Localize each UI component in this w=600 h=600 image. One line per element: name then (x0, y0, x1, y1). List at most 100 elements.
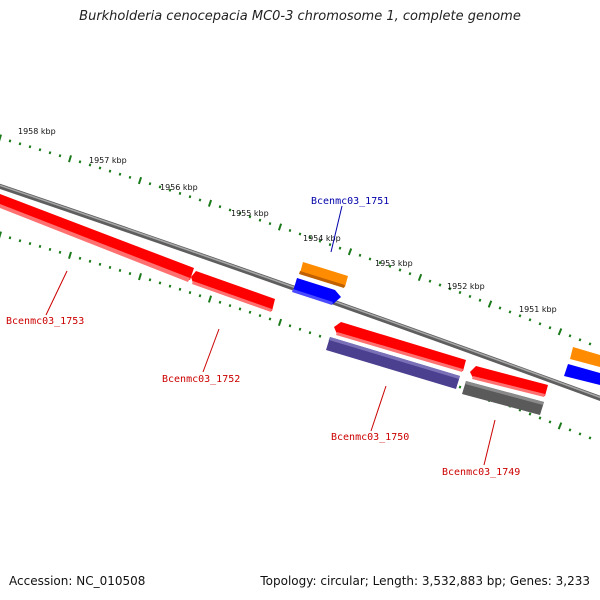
callout-line-1749 (483, 419, 496, 466)
genome-summary-text: Topology: circular; Length: 3,532,883 bp… (260, 574, 590, 588)
callout-line-1750 (370, 385, 387, 432)
lower-scale-minor-tick (108, 265, 112, 270)
upper-scale-minor-tick (388, 264, 392, 268)
upper-scale-minor-tick (478, 298, 482, 302)
upper-scale-minor-tick (188, 195, 192, 199)
lower-scale-minor-tick (218, 300, 222, 304)
upper-scale-minor-tick (248, 215, 252, 219)
lower-scale-minor-tick (18, 239, 22, 243)
callout-line-1753 (45, 270, 68, 316)
upper-scale-major-tick (68, 155, 72, 163)
scale-labels: 1958 kbp 1957 kbp 1956 kbp 1955 kbp 1954… (18, 127, 557, 314)
upper-scale-minor-tick (88, 163, 92, 167)
upper-scale-minor-tick (238, 211, 242, 215)
upper-scale-minor-tick (178, 191, 182, 196)
gene-label-1752[interactable]: Bcenmc03_1752 (162, 374, 240, 385)
upper-scale-minor-tick (168, 188, 172, 192)
upper-scale-minor-tick (438, 283, 442, 287)
upper-scale-minor-tick (108, 169, 112, 173)
upper-scale-minor-tick (78, 160, 82, 164)
callout-line-1751 (330, 205, 343, 253)
lower-scale-minor-tick (288, 324, 292, 328)
upper-scale-minor-tick (38, 148, 42, 152)
scale-label-1956: 1956 kbp (160, 183, 198, 192)
scale-ticks-upper (0, 134, 592, 346)
upper-scale-minor-tick (258, 218, 262, 222)
upper-scale-major-tick (487, 300, 493, 308)
upper-scale-major-tick (347, 248, 353, 256)
accession-text: Accession: NC_010508 (9, 574, 146, 588)
upper-scale-minor-tick (228, 208, 232, 212)
lower-scale-minor-tick (528, 412, 532, 416)
upper-scale-minor-tick (508, 310, 512, 314)
lower-scale-minor-tick (308, 331, 312, 335)
gene-1752[interactable] (191, 271, 275, 312)
lower-scale-minor-tick (198, 294, 202, 298)
upper-scale-minor-tick (568, 334, 572, 338)
lower-scale-minor-tick (578, 432, 582, 436)
scale-label-1953: 1953 kbp (375, 259, 413, 268)
lower-scale-minor-tick (98, 262, 102, 266)
upper-scale-minor-tick (148, 182, 152, 186)
lower-scale-major-tick (68, 251, 72, 259)
gene-1753[interactable] (0, 194, 194, 282)
gene-label-1751[interactable]: Bcenmc03_1751 (311, 196, 389, 207)
gene-1750-red[interactable] (334, 322, 466, 372)
gene-label-1750[interactable]: Bcenmc03_1750 (331, 432, 409, 443)
lower-scale-minor-tick (58, 250, 62, 254)
upper-scale-minor-tick (448, 287, 452, 291)
gene-1751[interactable] (292, 278, 341, 305)
scale-label-1955: 1955 kbp (231, 209, 269, 218)
upper-scale-minor-tick (198, 198, 202, 202)
upper-scale-minor-tick (328, 243, 332, 247)
upper-scale-minor-tick (308, 235, 312, 240)
upper-scale-minor-tick (338, 246, 342, 250)
lower-scale-minor-tick (268, 317, 272, 321)
gene-1749-red[interactable] (470, 366, 548, 397)
lower-scale-minor-tick (168, 284, 172, 288)
lower-scale-minor-tick (588, 436, 592, 440)
lower-scale-minor-tick (248, 310, 252, 314)
upper-scale-minor-tick (378, 261, 382, 265)
upper-scale-minor-tick (538, 322, 542, 326)
upper-scale-minor-tick (218, 205, 222, 209)
lower-scale-minor-tick (118, 268, 122, 273)
lower-scale-minor-tick (238, 307, 242, 311)
upper-scale-minor-tick (18, 142, 22, 146)
gene-1749[interactable] (462, 381, 544, 415)
gene-label-1749[interactable]: Bcenmc03_1749 (442, 467, 520, 478)
upper-scale-minor-tick (298, 232, 302, 236)
lower-scale-minor-tick (128, 271, 132, 276)
gene-label-1753[interactable]: Bcenmc03_1753 (6, 316, 84, 327)
scale-label-1951: 1951 kbp (519, 305, 557, 314)
lower-scale-major-tick (557, 422, 563, 430)
upper-scale-major-tick (557, 328, 563, 336)
gene-edge-orange[interactable] (570, 347, 600, 367)
scale-label-1958: 1958 kbp (18, 127, 56, 136)
gene-edge-blue[interactable] (564, 364, 600, 385)
upper-scale-minor-tick (578, 338, 582, 342)
scale-ticks-lower (0, 231, 592, 440)
callout-line-1752 (202, 328, 220, 373)
scale-label-1957: 1957 kbp (89, 156, 127, 165)
upper-scale-minor-tick (118, 172, 122, 176)
lower-scale-minor-tick (78, 256, 82, 260)
lower-scale-minor-tick (28, 241, 32, 246)
gene-1750[interactable] (326, 337, 460, 389)
upper-scale-major-tick (0, 134, 2, 142)
upper-scale-minor-tick (48, 151, 52, 155)
upper-scale-minor-tick (548, 326, 552, 330)
upper-scale-minor-tick (28, 145, 32, 149)
upper-scale-minor-tick (428, 279, 432, 283)
upper-scale-minor-tick (318, 239, 322, 243)
upper-scale-minor-tick (498, 306, 502, 310)
upper-scale-minor-tick (268, 222, 272, 226)
upper-scale-major-tick (137, 176, 143, 185)
gene-1751-orange[interactable] (299, 262, 348, 288)
lower-scale-minor-tick (38, 244, 42, 249)
lower-scale-minor-tick (158, 281, 162, 285)
upper-scale-minor-tick (358, 253, 362, 257)
map-title: Burkholderia cenocepacia MC0-3 chromosom… (79, 9, 521, 24)
upper-scale-minor-tick (468, 294, 472, 298)
upper-scale-major-tick (277, 223, 283, 231)
